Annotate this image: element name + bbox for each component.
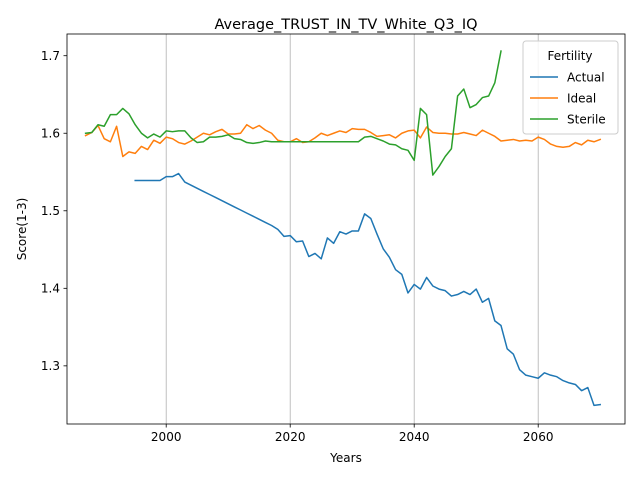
y-tick-label: 1.4 [41,282,60,296]
x-tick-label: 2020 [275,430,306,444]
y-axis-label: Score(1-3) [15,198,29,261]
x-tick-label: 2060 [523,430,554,444]
series-line-ideal [84,123,602,158]
legend-label-actual: Actual [567,71,605,85]
series-line-actual [134,172,602,407]
x-tick-label: 2000 [151,430,182,444]
y-tick-label: 1.6 [41,126,60,140]
y-tick-label: 1.3 [41,359,60,373]
y-axis-ticks: 1.3 1.4 1.5 1.6 1.7 [41,49,67,373]
legend-label-ideal: Ideal [567,92,596,106]
legend-title: Fertility [547,49,592,63]
x-axis-label: Years [329,451,362,465]
x-axis-ticks: 2000 2020 2040 2060 [151,424,554,444]
legend: Fertility Actual Ideal Sterile [522,40,619,135]
plot-frame [66,33,626,425]
y-tick-label: 1.5 [41,204,60,218]
legend-label-sterile: Sterile [567,113,606,127]
legend-box [522,40,619,135]
chart-title: Average_TRUST_IN_TV_White_Q3_IQ [214,17,477,33]
series-lines [84,50,602,407]
x-tick-label: 2040 [399,430,430,444]
series-line-sterile [84,50,502,176]
y-tick-label: 1.7 [41,49,60,63]
